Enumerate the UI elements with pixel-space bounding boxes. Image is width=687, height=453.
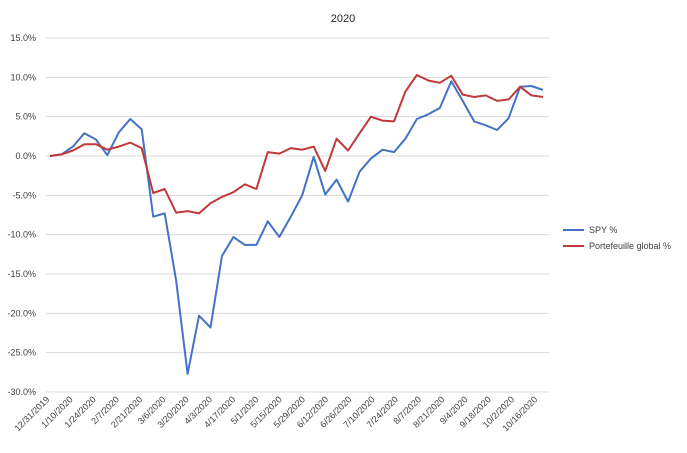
y-tick-label: -5.0% [12, 190, 36, 200]
y-tick-label: -10.0% [7, 230, 36, 240]
legend-label: SPY % [589, 225, 617, 235]
y-tick-label: 0.0% [15, 151, 36, 161]
y-tick-label: -25.0% [7, 348, 36, 358]
chart-title: 2020 [331, 13, 355, 25]
x-axis: 12/31/20191/10/20201/24/20202/7/20202/21… [12, 394, 539, 433]
y-tick-label: -20.0% [7, 308, 36, 318]
series-line-spy [49, 80, 544, 375]
y-axis: 15.0% 10.0% 5.0% 0.0% -5.0% -10.0% -15.0% -20.0… [7, 33, 36, 397]
legend: SPY % Portefeuille global % [563, 225, 671, 251]
y-tick-label: -15.0% [7, 269, 36, 279]
series-lines [49, 74, 544, 375]
y-tick-label: 15.0% [10, 33, 36, 43]
y-tick-label: -30.0% [7, 387, 36, 397]
y-tick-label: 5.0% [15, 112, 36, 122]
grid-lines [46, 37, 549, 393]
legend-label: Portefeuille global % [589, 241, 671, 251]
y-tick-label: 10.0% [10, 72, 36, 82]
series-line-portefeuille-global [49, 74, 544, 215]
